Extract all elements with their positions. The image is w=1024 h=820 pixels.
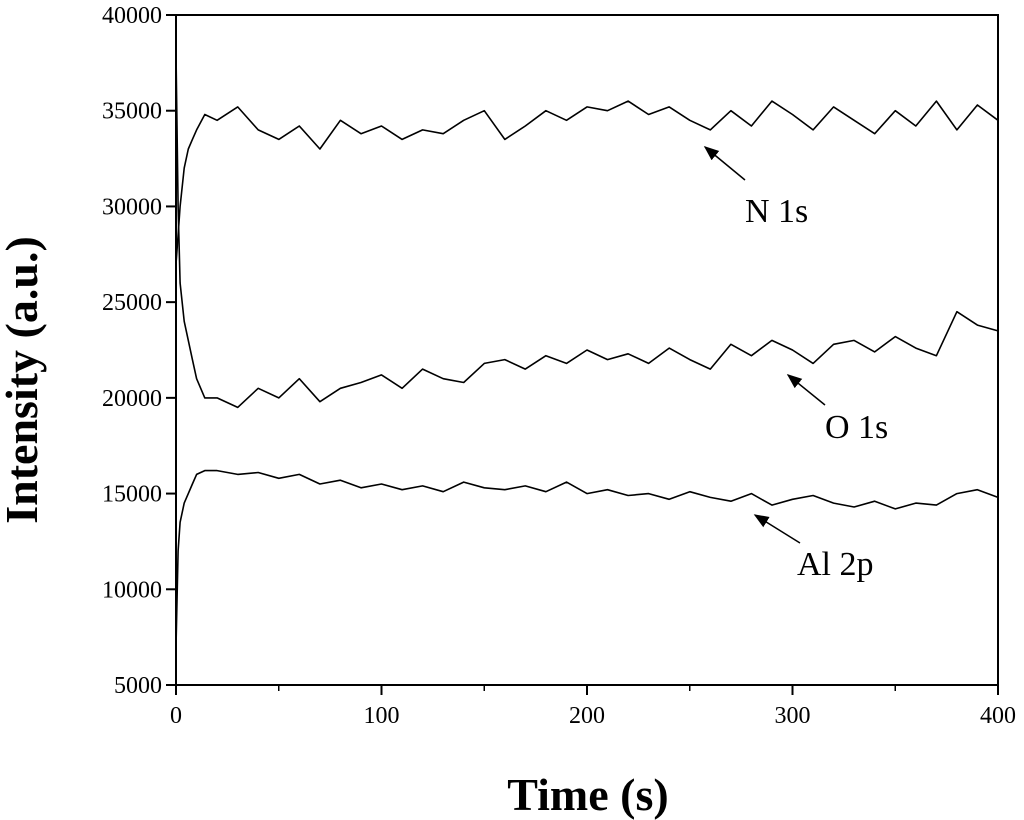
y-axis-label: Intensity (a.u.): [0, 236, 47, 524]
y-tick-label: 30000: [102, 194, 162, 220]
y-tick-label: 25000: [102, 290, 162, 316]
y-tick-label: 10000: [102, 577, 162, 603]
x-axis-label: Time (s): [507, 769, 668, 820]
y-tick-label: 35000: [102, 99, 162, 125]
y-tick-label: 40000: [102, 3, 162, 29]
annotation: Al 2p: [797, 546, 874, 583]
annotation: N 1s: [745, 193, 808, 230]
x-tick-label: 200: [569, 703, 605, 729]
annotation: O 1s: [825, 409, 888, 446]
x-tick-label: 400: [980, 703, 1016, 729]
arrow: [786, 374, 826, 406]
x-tick-label: 100: [364, 703, 400, 729]
x-tick-label: 0: [170, 703, 182, 729]
series-line: [175, 469, 999, 647]
series-line: [175, 100, 999, 264]
series-line: [175, 53, 999, 409]
x-tick-label: 300: [775, 703, 811, 729]
arrow: [753, 514, 801, 544]
y-tick-label: 20000: [102, 386, 162, 412]
y-tick-label: 5000: [114, 673, 162, 699]
y-tick-label: 15000: [102, 482, 162, 508]
arrow: [703, 146, 746, 181]
